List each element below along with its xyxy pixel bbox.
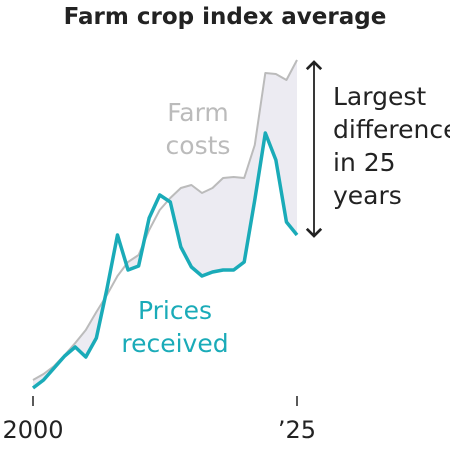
line (32, 59, 298, 381)
chart-title: Farm crop index average (63, 4, 387, 30)
x-tick-label: ’25 (278, 416, 316, 444)
series-label: Farm costs (165, 98, 231, 160)
annotation: Largest difference in 25 years (333, 82, 450, 210)
series-label: Prices received (121, 296, 229, 358)
line (31, 131, 299, 390)
x-tick-label: 2000 (2, 416, 63, 444)
